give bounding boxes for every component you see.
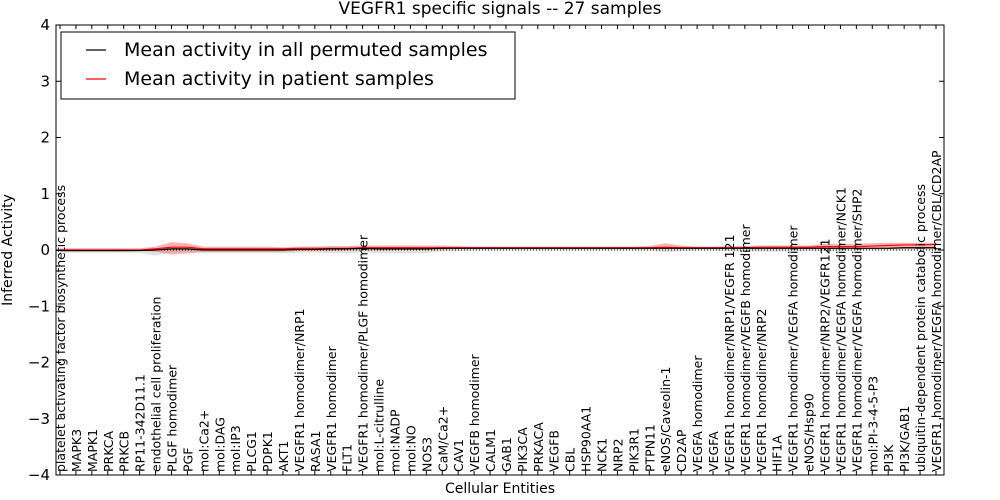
- x-tick-label: PRKACA: [531, 422, 546, 472]
- y-tick-label: 4: [40, 16, 50, 34]
- x-tick-label: eNOS/Caveolin-1: [658, 367, 673, 472]
- x-tick-label: AKT1: [276, 441, 291, 472]
- x-tick-label: CAV1: [451, 439, 466, 472]
- x-tick-label: VEGFR1 homodimer/NRP2/VEGFR121: [818, 238, 833, 472]
- x-tick-label: mol:DAG: [212, 417, 227, 472]
- legend-box: [60, 31, 516, 100]
- x-tick-label: HIF1A: [770, 435, 785, 472]
- x-tick-label: MAPK1: [85, 429, 100, 472]
- y-tick-label: 3: [40, 72, 50, 90]
- x-tick-label: VEGFR1 homodimer/VEGFA homodimer/NCK1: [833, 187, 848, 472]
- x-tick-label: PGF: [180, 448, 195, 472]
- x-tick-label: VEGFR1 homodimer/PLGF homodimer: [356, 234, 371, 472]
- x-tick-label: endothelial cell proliferation: [149, 297, 164, 472]
- legend-label: Mean activity in patient samples: [124, 68, 434, 90]
- x-tick-label: VEGFR1 homodimer/NRP1/VEGFR 121: [722, 234, 737, 472]
- x-tick-label: VEGFR1 homodimer/VEGFA homodimer/SHP2: [849, 188, 864, 472]
- x-tick-label: CALM1: [483, 429, 498, 472]
- x-tick-label: RASA1: [308, 431, 323, 472]
- legend: Mean activity in all permuted samples Mea…: [60, 31, 516, 100]
- x-tick-label: mol:L-citrulline: [372, 379, 387, 472]
- y-axis-label: Inferred Activity: [0, 194, 16, 306]
- x-tick-label: VEGFR1 homodimer/NRP2: [754, 309, 769, 472]
- x-tick-label: NOS3: [419, 437, 434, 472]
- legend-label: Mean activity in all permuted samples: [124, 39, 487, 61]
- x-tick-label: HSP90AA1: [579, 406, 594, 472]
- x-tick-label: VEGFA homodimer: [690, 355, 705, 472]
- x-tick-label: RP11-342D11.1: [133, 374, 148, 472]
- x-tick-label: mol:PI-3-4-5-P3: [865, 376, 880, 472]
- x-tick-label: CBL: [563, 448, 578, 472]
- chart-title: VEGFR1 specific signals -- 27 samples: [339, 0, 662, 19]
- y-tick-label: 2: [40, 129, 50, 147]
- x-tick-label: mol:NO: [403, 425, 418, 472]
- y-tick-label: −2: [28, 354, 50, 372]
- x-tick-label: PIK3R1: [626, 428, 641, 472]
- y-tick-label: 0: [40, 241, 50, 259]
- y-tick-label: −1: [28, 297, 50, 315]
- y-tick-label: 1: [40, 185, 50, 203]
- x-tick-label: PI3K/GAB1: [897, 406, 912, 472]
- x-tick-label: PTPN11: [642, 424, 657, 472]
- x-tick-label: GAB1: [499, 437, 514, 472]
- x-tick-label: mol:NADP: [388, 409, 403, 472]
- x-tick-label: PLCG1: [244, 431, 259, 472]
- x-tick-label: VEGFR1 homodimer/VEGFA homodimer: [786, 225, 801, 472]
- x-tick-label: FLT1: [340, 444, 355, 472]
- axes: −4 −3 −2 −1 0 1 2 3 4 platelet activating factor …: [28, 16, 945, 484]
- x-tick-label: platelet activating factor biosynthetic …: [53, 185, 68, 472]
- x-tick-label: VEGFR1 homodimer/NRP1: [292, 309, 307, 472]
- permuted-mean-line: [60, 247, 936, 252]
- x-tick-label: MAPK3: [69, 429, 84, 472]
- x-tick-label: PRKCB: [117, 431, 132, 472]
- x-axis-label: Cellular Entities: [445, 481, 555, 497]
- plot-area: [56, 242, 944, 256]
- x-tick-label: PI3K: [881, 444, 896, 472]
- x-tick-label: VEGFR1 homodimer: [324, 345, 339, 472]
- x-tick-label: PIK3CA: [515, 427, 530, 472]
- x-tick-label: eNOS/Hsp90: [802, 393, 817, 472]
- x-tick-label: PLGF homodimer: [165, 364, 180, 472]
- x-tick-label: mol:Ca2+: [196, 410, 211, 472]
- y-tick-label: −3: [28, 410, 50, 428]
- x-tick-label: VEGFA: [706, 431, 721, 472]
- y-tick-label: −4: [28, 466, 50, 484]
- x-tick-label: ubiquitin-dependent protein catabolic pr…: [913, 184, 928, 472]
- x-tick-label: PDPK1: [260, 431, 275, 472]
- x-tick-label: NRP2: [611, 438, 626, 472]
- x-tick-label: VEGFB homodimer: [467, 353, 482, 472]
- x-tick-label: VEGFR1 homodimer/VEGFB homodimer: [738, 224, 753, 472]
- x-tick-label: NCK1: [595, 438, 610, 472]
- x-tick-label: VEGFB: [547, 430, 562, 472]
- x-tick-label: CaM/Ca2+: [435, 406, 450, 472]
- x-tick-label: mol:IP3: [228, 425, 243, 472]
- x-tick-label: PRKCA: [101, 431, 116, 472]
- x-tick-label: CD2AP: [674, 429, 689, 472]
- x-tick-label: VEGFR1 homodimer/VEGFA homodimer/CBL/CD2…: [929, 150, 944, 472]
